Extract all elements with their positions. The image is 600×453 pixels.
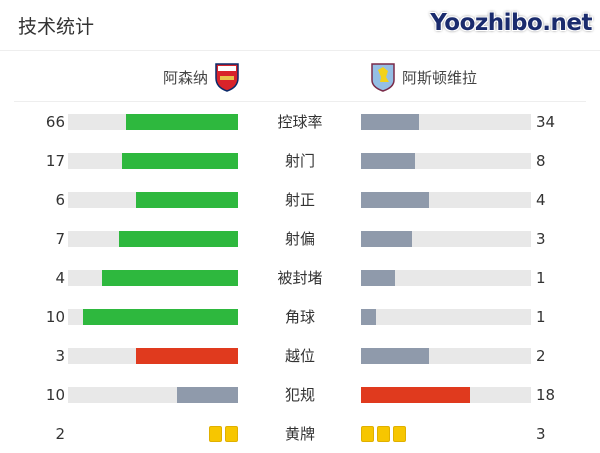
home-value: 3 — [55, 347, 65, 365]
stat-label: 黄牌 — [284, 425, 315, 443]
home-bar-fill — [177, 387, 238, 403]
away-bar-fill — [361, 192, 429, 208]
stat-label: 控球率 — [277, 113, 323, 131]
page-title: 技术统计 — [18, 16, 95, 38]
away-bar-track — [361, 309, 531, 325]
away-value: 1 — [536, 308, 546, 326]
stat-row: 10 角球 1 — [0, 307, 600, 327]
away-value: 34 — [536, 113, 556, 131]
home-bar-fill — [136, 348, 238, 364]
away-value: 3 — [536, 230, 546, 248]
away-bar-track — [361, 114, 531, 130]
home-bar-fill — [122, 153, 238, 169]
yellow-card-icon — [393, 426, 406, 442]
home-bar-fill — [119, 231, 238, 247]
yellow-card-icon — [225, 426, 238, 442]
stat-row: 66 控球率 34 — [0, 112, 600, 132]
home-bar-fill — [125, 114, 238, 130]
home-bar-fill — [83, 309, 238, 325]
home-value: 66 — [45, 113, 65, 131]
away-bar-fill — [361, 387, 471, 403]
home-value: 4 — [55, 269, 65, 287]
away-bar-track — [361, 153, 531, 169]
away-bar-fill — [361, 270, 395, 286]
stat-label: 角球 — [284, 308, 315, 326]
away-team: 阿斯顿维拉 — [370, 62, 477, 92]
home-bar-track — [68, 231, 238, 247]
yellow-card-icon — [377, 426, 390, 442]
away-bar-fill — [361, 231, 412, 247]
stat-label: 越位 — [284, 347, 315, 365]
home-bar-fill — [102, 270, 238, 286]
away-value: 8 — [536, 152, 546, 170]
stat-row: 10 犯规 18 — [0, 385, 600, 405]
away-value: 2 — [536, 347, 546, 365]
away-value: 18 — [536, 386, 556, 404]
stat-label: 射正 — [284, 191, 315, 209]
home-bar-track — [68, 153, 238, 169]
stat-row: 7 射偏 3 — [0, 229, 600, 249]
arsenal-crest-icon — [215, 63, 239, 92]
divider — [14, 101, 586, 102]
home-bar-track — [68, 270, 238, 286]
home-bar-fill — [136, 192, 238, 208]
stat-row: 3 越位 2 — [0, 346, 600, 366]
away-bar-track — [361, 231, 531, 247]
stat-row: 6 射正 4 — [0, 190, 600, 210]
home-value: 7 — [55, 230, 65, 248]
away-team-name: 阿斯顿维拉 — [402, 68, 478, 87]
home-bar-track — [68, 192, 238, 208]
away-value: 1 — [536, 269, 546, 287]
away-value: 3 — [536, 425, 546, 443]
home-bar-track — [68, 348, 238, 364]
home-yellow-cards — [209, 426, 238, 442]
away-yellow-cards — [361, 426, 406, 442]
divider — [0, 50, 600, 51]
stat-label: 犯规 — [284, 386, 315, 404]
home-value: 6 — [55, 191, 65, 209]
away-bar-fill — [361, 348, 429, 364]
home-value: 2 — [55, 425, 65, 443]
home-value: 10 — [45, 386, 65, 404]
stat-label: 被封堵 — [277, 269, 323, 287]
watermark: Yoozhibo.net — [430, 10, 592, 36]
away-bar-fill — [361, 114, 419, 130]
home-team-name: 阿森纳 — [162, 68, 208, 87]
yellow-card-icon — [209, 426, 222, 442]
yellow-card-icon — [361, 426, 374, 442]
home-bar-track — [68, 114, 238, 130]
stat-row: 4 被封堵 1 — [0, 268, 600, 288]
home-value: 10 — [45, 308, 65, 326]
away-bar-track — [361, 270, 531, 286]
home-bar-track — [68, 309, 238, 325]
home-value: 17 — [45, 152, 65, 170]
stat-label: 射偏 — [284, 230, 315, 248]
away-bar-track — [361, 387, 531, 403]
away-value: 4 — [536, 191, 546, 209]
away-bar-track — [361, 192, 531, 208]
home-team: 阿森纳 — [163, 62, 240, 92]
away-bar-track — [361, 348, 531, 364]
away-bar-fill — [361, 153, 416, 169]
aston-villa-crest-icon — [371, 63, 395, 92]
stat-row: 17 射门 8 — [0, 151, 600, 171]
stat-label: 射门 — [284, 152, 315, 170]
home-bar-track — [68, 387, 238, 403]
away-bar-fill — [361, 309, 377, 325]
stat-row-yellow-cards: 2 黄牌 3 — [0, 424, 600, 444]
